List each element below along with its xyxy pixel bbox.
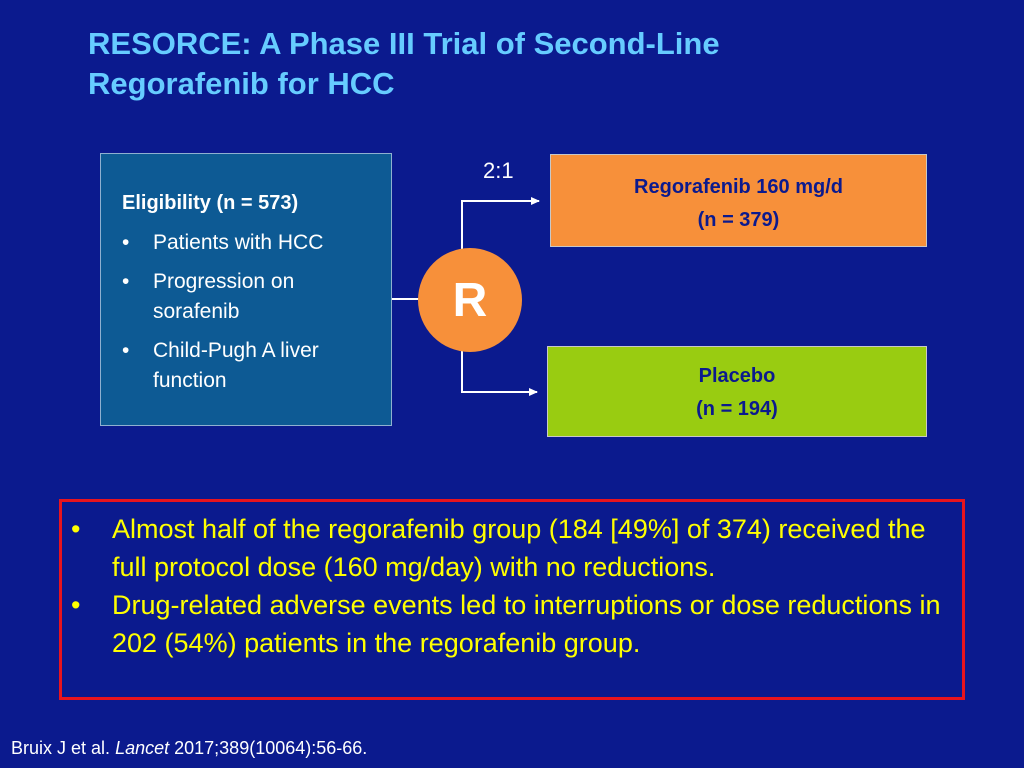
bullet-icon: • <box>71 514 81 544</box>
bullet-icon: • <box>122 270 130 293</box>
placebo-arm-n: (n = 194) <box>696 398 778 420</box>
key-findings-callout: • Almost half of the regorafenib group (… <box>59 499 965 700</box>
randomization-ratio: 2:1 <box>483 158 514 183</box>
r-to-regorafenib-arrow <box>461 197 540 250</box>
eligibility-item-text: Patients with HCC <box>153 231 324 254</box>
r-to-placebo-arrow <box>461 350 538 396</box>
eligibility-item-text: Child-Pugh A liver function <box>153 339 319 392</box>
citation-reference: 2017;389(10064):56-66. <box>174 738 368 758</box>
page-title: RESORCE: A Phase III Trial of Second-Lin… <box>88 24 948 104</box>
eligibility-heading: Eligibility (n = 573) <box>122 192 299 214</box>
eligibility-item: • Child-Pugh A liver function <box>122 336 382 396</box>
regorafenib-arm-box: Regorafenib 160 mg/d (n = 379) <box>550 154 927 247</box>
key-findings-list: • Almost half of the regorafenib group (… <box>71 510 951 662</box>
eligibility-list: • Patients with HCC • Progression on sor… <box>122 228 382 405</box>
eligibility-item: • Patients with HCC <box>122 228 382 258</box>
title-line-2: Regorafenib for HCC <box>88 66 395 101</box>
regorafenib-arm-n: (n = 379) <box>697 209 780 231</box>
randomization-node: R <box>418 248 522 352</box>
regorafenib-arm-name: Regorafenib 160 mg/d <box>634 176 843 198</box>
bullet-icon: • <box>122 231 130 254</box>
citation: Bruix J et al. Lancet 2017;389(10064):56… <box>11 738 367 759</box>
eligibility-item: • Progression on sorafenib <box>122 267 382 327</box>
eligibility-item-text: Progression on sorafenib <box>153 270 295 323</box>
placebo-arm-name: Placebo <box>698 365 776 387</box>
bullet-icon: • <box>71 590 81 620</box>
citation-authors: Bruix J et al. <box>11 738 111 758</box>
title-line-1: RESORCE: A Phase III Trial of Second-Lin… <box>88 26 720 61</box>
citation-journal: Lancet <box>115 738 170 758</box>
key-finding-item: • Drug-related adverse events led to int… <box>71 586 951 662</box>
eligibility-box: Eligibility (n = 573) • Patients with HC… <box>100 153 392 426</box>
key-finding-text: Drug-related adverse events led to inter… <box>112 590 941 658</box>
placebo-arm-box: Placebo (n = 194) <box>547 346 927 437</box>
bullet-icon: • <box>122 339 130 362</box>
key-finding-item: • Almost half of the regorafenib group (… <box>71 510 951 586</box>
key-finding-text: Almost half of the regorafenib group (18… <box>112 514 926 582</box>
